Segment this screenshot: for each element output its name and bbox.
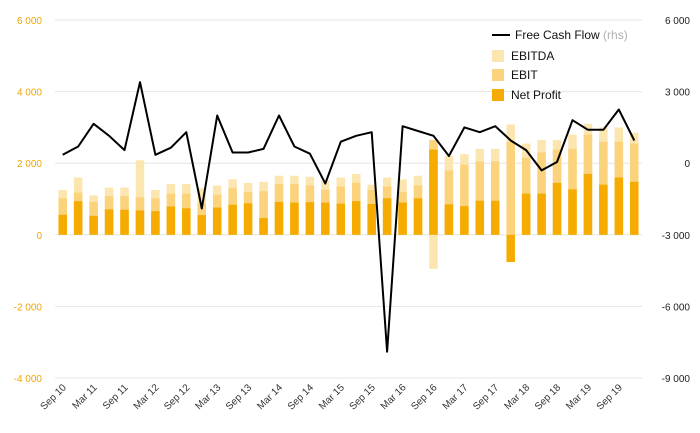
net-profit-bar: [212, 207, 222, 235]
net-profit-bar: [568, 189, 577, 235]
legend-ebitda-label: EBITDA: [511, 49, 554, 63]
x-tick-label: Sep 12: [162, 382, 192, 412]
ebit-bar: [460, 164, 469, 235]
x-tick-label: Mar 11: [70, 382, 100, 412]
net-profit-bar: [537, 193, 546, 235]
legend-fcf-label: Free Cash Flow (rhs): [515, 28, 628, 42]
x-tick-label: Sep 10: [39, 382, 69, 412]
net-profit-bar: [506, 234, 515, 263]
x-tick-label: Mar 13: [194, 382, 224, 412]
net-profit-bar: [614, 177, 624, 235]
fcf-line-layer: [62, 81, 636, 353]
x-tick-label: Sep 13: [224, 382, 254, 412]
net-profit-bar: [429, 149, 438, 235]
x-tick-label: Mar 15: [317, 382, 347, 412]
left-tick-label: -4 000: [14, 374, 43, 385]
net-profit-bar: [367, 204, 376, 235]
right-tick-label: 6 000: [665, 16, 690, 27]
x-tick-label: Sep 16: [409, 382, 439, 412]
x-tick-label: Mar 14: [255, 382, 285, 412]
x-tick-label: Sep 14: [286, 382, 316, 412]
net-profit-bar: [552, 182, 562, 235]
net-profit-bar: [135, 210, 145, 235]
x-tick-label: Mar 17: [441, 382, 471, 412]
left-tick-label: -2 000: [14, 302, 43, 313]
legend-net-profit-swatch: [492, 89, 504, 101]
net-profit-bar: [259, 217, 268, 235]
net-profit-bar: [290, 202, 299, 235]
net-profit-bar: [336, 203, 346, 235]
net-profit-bar: [73, 201, 83, 235]
left-tick-label: 2 000: [17, 159, 42, 170]
left-tick-label: 0: [36, 231, 42, 242]
net-profit-bar: [89, 215, 98, 235]
x-tick-label: Mar 12: [132, 382, 162, 412]
right-tick-label: 0: [684, 159, 690, 170]
net-profit-bar: [351, 201, 361, 235]
ebit-bar: [444, 170, 454, 235]
x-tick-label: Sep 18: [533, 382, 563, 412]
net-profit-bar: [398, 202, 407, 235]
net-profit-bar: [305, 202, 315, 235]
legend: Free Cash Flow (rhs) EBITDA EBIT Net Pro…: [492, 28, 628, 102]
net-profit-bar: [104, 209, 114, 235]
x-tick-label: Sep 15: [348, 382, 378, 412]
left-tick-label: 6 000: [17, 16, 42, 27]
bars: [58, 123, 639, 269]
right-tick-label: 3 000: [665, 88, 690, 99]
x-tick-label: Sep 17: [471, 382, 501, 412]
right-tick-label: -3 000: [662, 231, 691, 242]
x-tick-label: Sep 11: [101, 382, 131, 412]
x-tick-label: Mar 16: [379, 382, 409, 412]
net-profit-bar: [583, 173, 593, 235]
net-profit-bar: [166, 206, 176, 235]
net-profit-bar: [228, 204, 237, 235]
right-tick-label: -6 000: [662, 302, 691, 313]
left-tick-label: 4 000: [17, 88, 42, 99]
net-profit-bar: [630, 181, 639, 235]
net-profit-bar: [274, 201, 284, 235]
net-profit-bar: [182, 208, 191, 235]
ebit-bar: [475, 161, 485, 235]
net-profit-bar: [321, 202, 330, 235]
net-profit-bar: [475, 200, 485, 235]
net-profit-bar: [151, 211, 160, 235]
x-tick-label: Mar 18: [502, 382, 532, 412]
net-profit-bar: [243, 203, 253, 235]
legend-net-profit-label: Net Profit: [511, 88, 562, 102]
legend-ebitda-swatch: [492, 50, 504, 62]
x-tick-label: Mar 19: [564, 382, 594, 412]
net-profit-bar: [599, 184, 608, 235]
net-profit-bar: [491, 200, 500, 235]
legend-ebit-swatch: [492, 69, 504, 81]
ebit-bar: [259, 191, 268, 235]
ebit-bar: [491, 161, 500, 235]
legend-ebit-label: EBIT: [511, 68, 538, 82]
net-profit-bar: [382, 198, 392, 235]
net-profit-bar: [444, 204, 454, 235]
net-profit-bar: [460, 206, 469, 235]
net-profit-bar: [197, 215, 206, 235]
ebit-bar: [506, 141, 515, 235]
net-profit-bar: [521, 193, 531, 235]
right-tick-label: -9 000: [662, 374, 691, 385]
net-profit-bar: [58, 214, 67, 235]
x-tick-label: Sep 19: [595, 382, 625, 412]
net-profit-bar: [120, 209, 129, 235]
fcf-line: [62, 81, 636, 353]
ebitda-bar: [429, 234, 438, 269]
net-profit-bar: [413, 198, 423, 235]
